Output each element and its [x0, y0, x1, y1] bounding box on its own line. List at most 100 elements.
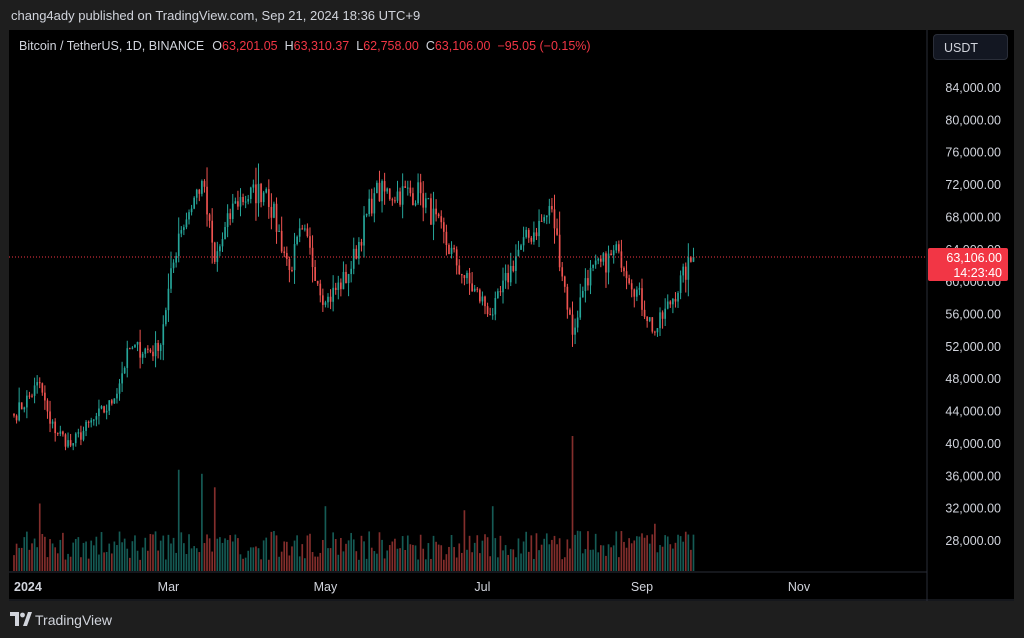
candle-body — [265, 189, 268, 193]
candle-body — [260, 183, 262, 203]
volume-bar — [466, 549, 468, 571]
volume-bar — [589, 549, 592, 571]
candle-body — [314, 267, 316, 281]
volume-bar — [566, 539, 569, 571]
candle-body — [62, 431, 64, 435]
candle-body — [466, 272, 468, 279]
low-value: 62,758.00 — [363, 39, 419, 53]
candle-body — [502, 280, 504, 293]
volume-bar — [67, 553, 69, 571]
candle-body — [237, 201, 239, 207]
candle-body — [203, 181, 206, 187]
candle-body — [435, 208, 437, 215]
volume-bar — [543, 538, 546, 571]
candle-body — [44, 392, 46, 401]
price-chart[interactable]: 28,000.00 32,000.00 36,000.00 40,000.00 44,0… — [9, 30, 1014, 601]
candle-body — [185, 219, 188, 228]
volume-bar — [563, 557, 566, 571]
candle-body — [28, 395, 31, 397]
candle-body — [656, 328, 659, 333]
candle-body — [229, 213, 232, 219]
price-tick-label: 68,000.00 — [945, 210, 1001, 224]
candle-body — [636, 289, 638, 297]
symbol-title[interactable]: Bitcoin / TetherUS, 1D, BINANCE — [19, 39, 205, 53]
candle-body — [563, 276, 566, 287]
volume-bar — [556, 544, 558, 571]
volume-bar — [198, 552, 201, 571]
volume-bar — [113, 541, 116, 571]
volume-bar — [499, 535, 502, 571]
volume-bar — [296, 535, 298, 571]
candle-body — [159, 344, 162, 351]
candle-body — [309, 236, 311, 248]
volume-bar — [551, 539, 553, 571]
currency-button[interactable]: USDT — [933, 34, 1008, 60]
candle-body — [285, 253, 288, 259]
candle-body — [569, 309, 571, 315]
volume-bar — [293, 540, 296, 571]
volume-bar — [515, 557, 517, 571]
tradingview-logo-icon[interactable] — [10, 612, 32, 626]
volume-bar — [533, 558, 535, 571]
bar-countdown: 14:23:40 — [953, 266, 1002, 280]
volume-bar — [252, 547, 255, 571]
candle-body — [82, 430, 85, 440]
candle-body — [201, 181, 203, 194]
candle-body — [535, 232, 538, 237]
volume-bar — [538, 550, 540, 571]
candle-body — [244, 201, 247, 203]
candle-body — [579, 297, 582, 318]
volume-bar — [301, 544, 304, 571]
volume-bar — [342, 551, 345, 571]
candle-body — [85, 421, 87, 431]
volume-bar — [20, 547, 23, 571]
candle-body — [484, 296, 486, 307]
candle-body — [394, 200, 396, 202]
candle-body — [134, 344, 136, 348]
candle-body — [358, 241, 360, 259]
volume-bar — [355, 551, 358, 571]
tradingview-brand[interactable]: TradingView — [35, 612, 113, 628]
candle-body — [607, 253, 610, 273]
volume-bar — [340, 537, 342, 571]
volume-bar — [123, 538, 126, 571]
candle-body — [342, 271, 345, 290]
candle-body — [180, 230, 183, 234]
candle-body — [193, 197, 196, 209]
candle-body — [566, 286, 569, 310]
volume-bar — [226, 539, 229, 571]
candle-body — [208, 214, 211, 221]
volume-bar — [219, 537, 221, 571]
volume-bar — [283, 541, 286, 571]
volume-bar — [131, 541, 134, 571]
candle-body — [633, 289, 636, 297]
candle-body — [224, 227, 226, 240]
candle-body — [641, 288, 643, 310]
candle-body — [561, 267, 564, 277]
candle-body — [684, 266, 687, 280]
volume-bar — [548, 544, 551, 571]
volume-bar — [471, 552, 473, 571]
volume-bar — [134, 535, 136, 571]
candle-body — [551, 206, 553, 210]
candle-body — [522, 237, 525, 246]
candle-body — [167, 288, 170, 311]
volume-bar — [661, 546, 664, 571]
candle-body — [617, 244, 620, 252]
volume-bar — [370, 547, 373, 571]
chart-panel[interactable]: 28,000.00 32,000.00 36,000.00 40,000.00 44,0… — [9, 30, 1014, 601]
volume-bar — [185, 554, 188, 571]
candle-body — [424, 198, 427, 208]
candle-body — [291, 270, 293, 272]
candle-body — [231, 203, 234, 219]
candle-body — [72, 443, 75, 446]
candle-body — [370, 198, 373, 214]
candle-body — [56, 433, 59, 435]
volume-bar — [643, 537, 646, 571]
candle-body — [404, 186, 407, 188]
candle-body — [213, 242, 216, 262]
candle-body — [347, 274, 350, 284]
volume-bar — [460, 552, 463, 571]
candle-body — [332, 287, 334, 302]
volume-bar — [141, 547, 144, 571]
